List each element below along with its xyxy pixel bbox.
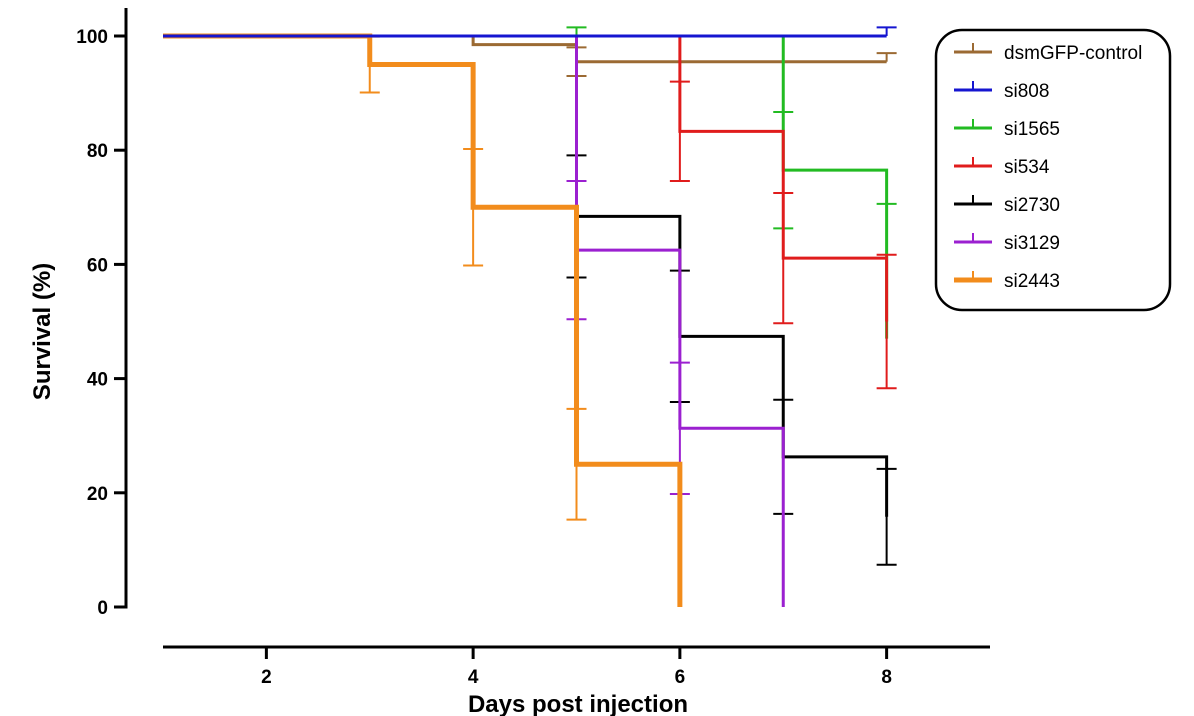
y-tick-label: 60	[87, 255, 108, 276]
legend-label: si3129	[1004, 233, 1060, 254]
series-line-si2443	[163, 33, 683, 607]
series-dsmgfp-control	[163, 34, 897, 77]
series-si534	[163, 34, 897, 390]
legend-item-si808: si808	[954, 81, 1049, 102]
legend-item-si2443: si2443	[954, 271, 1060, 292]
series-si2443	[163, 33, 683, 607]
legend-item-si1565: si1565	[954, 119, 1060, 140]
legend: dsmGFP-control si808 si1565 si534 si2730 si31…	[934, 28, 1172, 312]
legend-label: si534	[1004, 157, 1050, 178]
series-line-dsmgfp-control	[163, 34, 887, 64]
legend-item-dsmgfp-control: dsmGFP-control	[954, 43, 1142, 64]
x-axis-ticks: 2 4 6 8	[261, 647, 892, 688]
x-axis-title: Days post injection	[468, 691, 688, 716]
series-si808	[163, 26, 897, 38]
legend-label: si2730	[1004, 195, 1060, 216]
y-tick-label: 40	[87, 370, 108, 391]
series-si1565	[163, 26, 897, 339]
legend-label: dsmGFP-control	[1004, 43, 1142, 64]
legend-item-si2730: si2730	[954, 195, 1060, 216]
legend-box	[934, 28, 1172, 312]
series-line-si2730	[163, 34, 889, 517]
x-tick-label: 8	[881, 667, 892, 688]
series-si2730	[163, 34, 897, 566]
y-axis-title: Survival (%)	[29, 263, 56, 400]
series-line-si534	[163, 34, 889, 322]
y-tick-label: 20	[87, 484, 108, 505]
x-tick-label: 6	[675, 667, 686, 688]
y-tick-label: 0	[97, 598, 108, 619]
y-tick-label: 80	[87, 141, 108, 162]
y-axis-ticks: 0 20 40 60 80 100	[76, 27, 126, 619]
legend-label: si2443	[1004, 271, 1060, 292]
legend-label: si1565	[1004, 119, 1060, 140]
legend-item-si534: si534	[954, 157, 1050, 178]
x-tick-label: 4	[468, 667, 479, 688]
x-tick-label: 2	[261, 667, 272, 688]
series-line-si1565	[163, 34, 889, 339]
legend-item-si3129: si3129	[954, 233, 1060, 254]
axes-layer: 0 20 40 60 80 100 2 4 6 8 Days post injection Su…	[29, 8, 990, 716]
legend-label: si808	[1004, 81, 1049, 102]
y-tick-label: 100	[76, 27, 108, 48]
series-lines-layer	[163, 26, 897, 607]
